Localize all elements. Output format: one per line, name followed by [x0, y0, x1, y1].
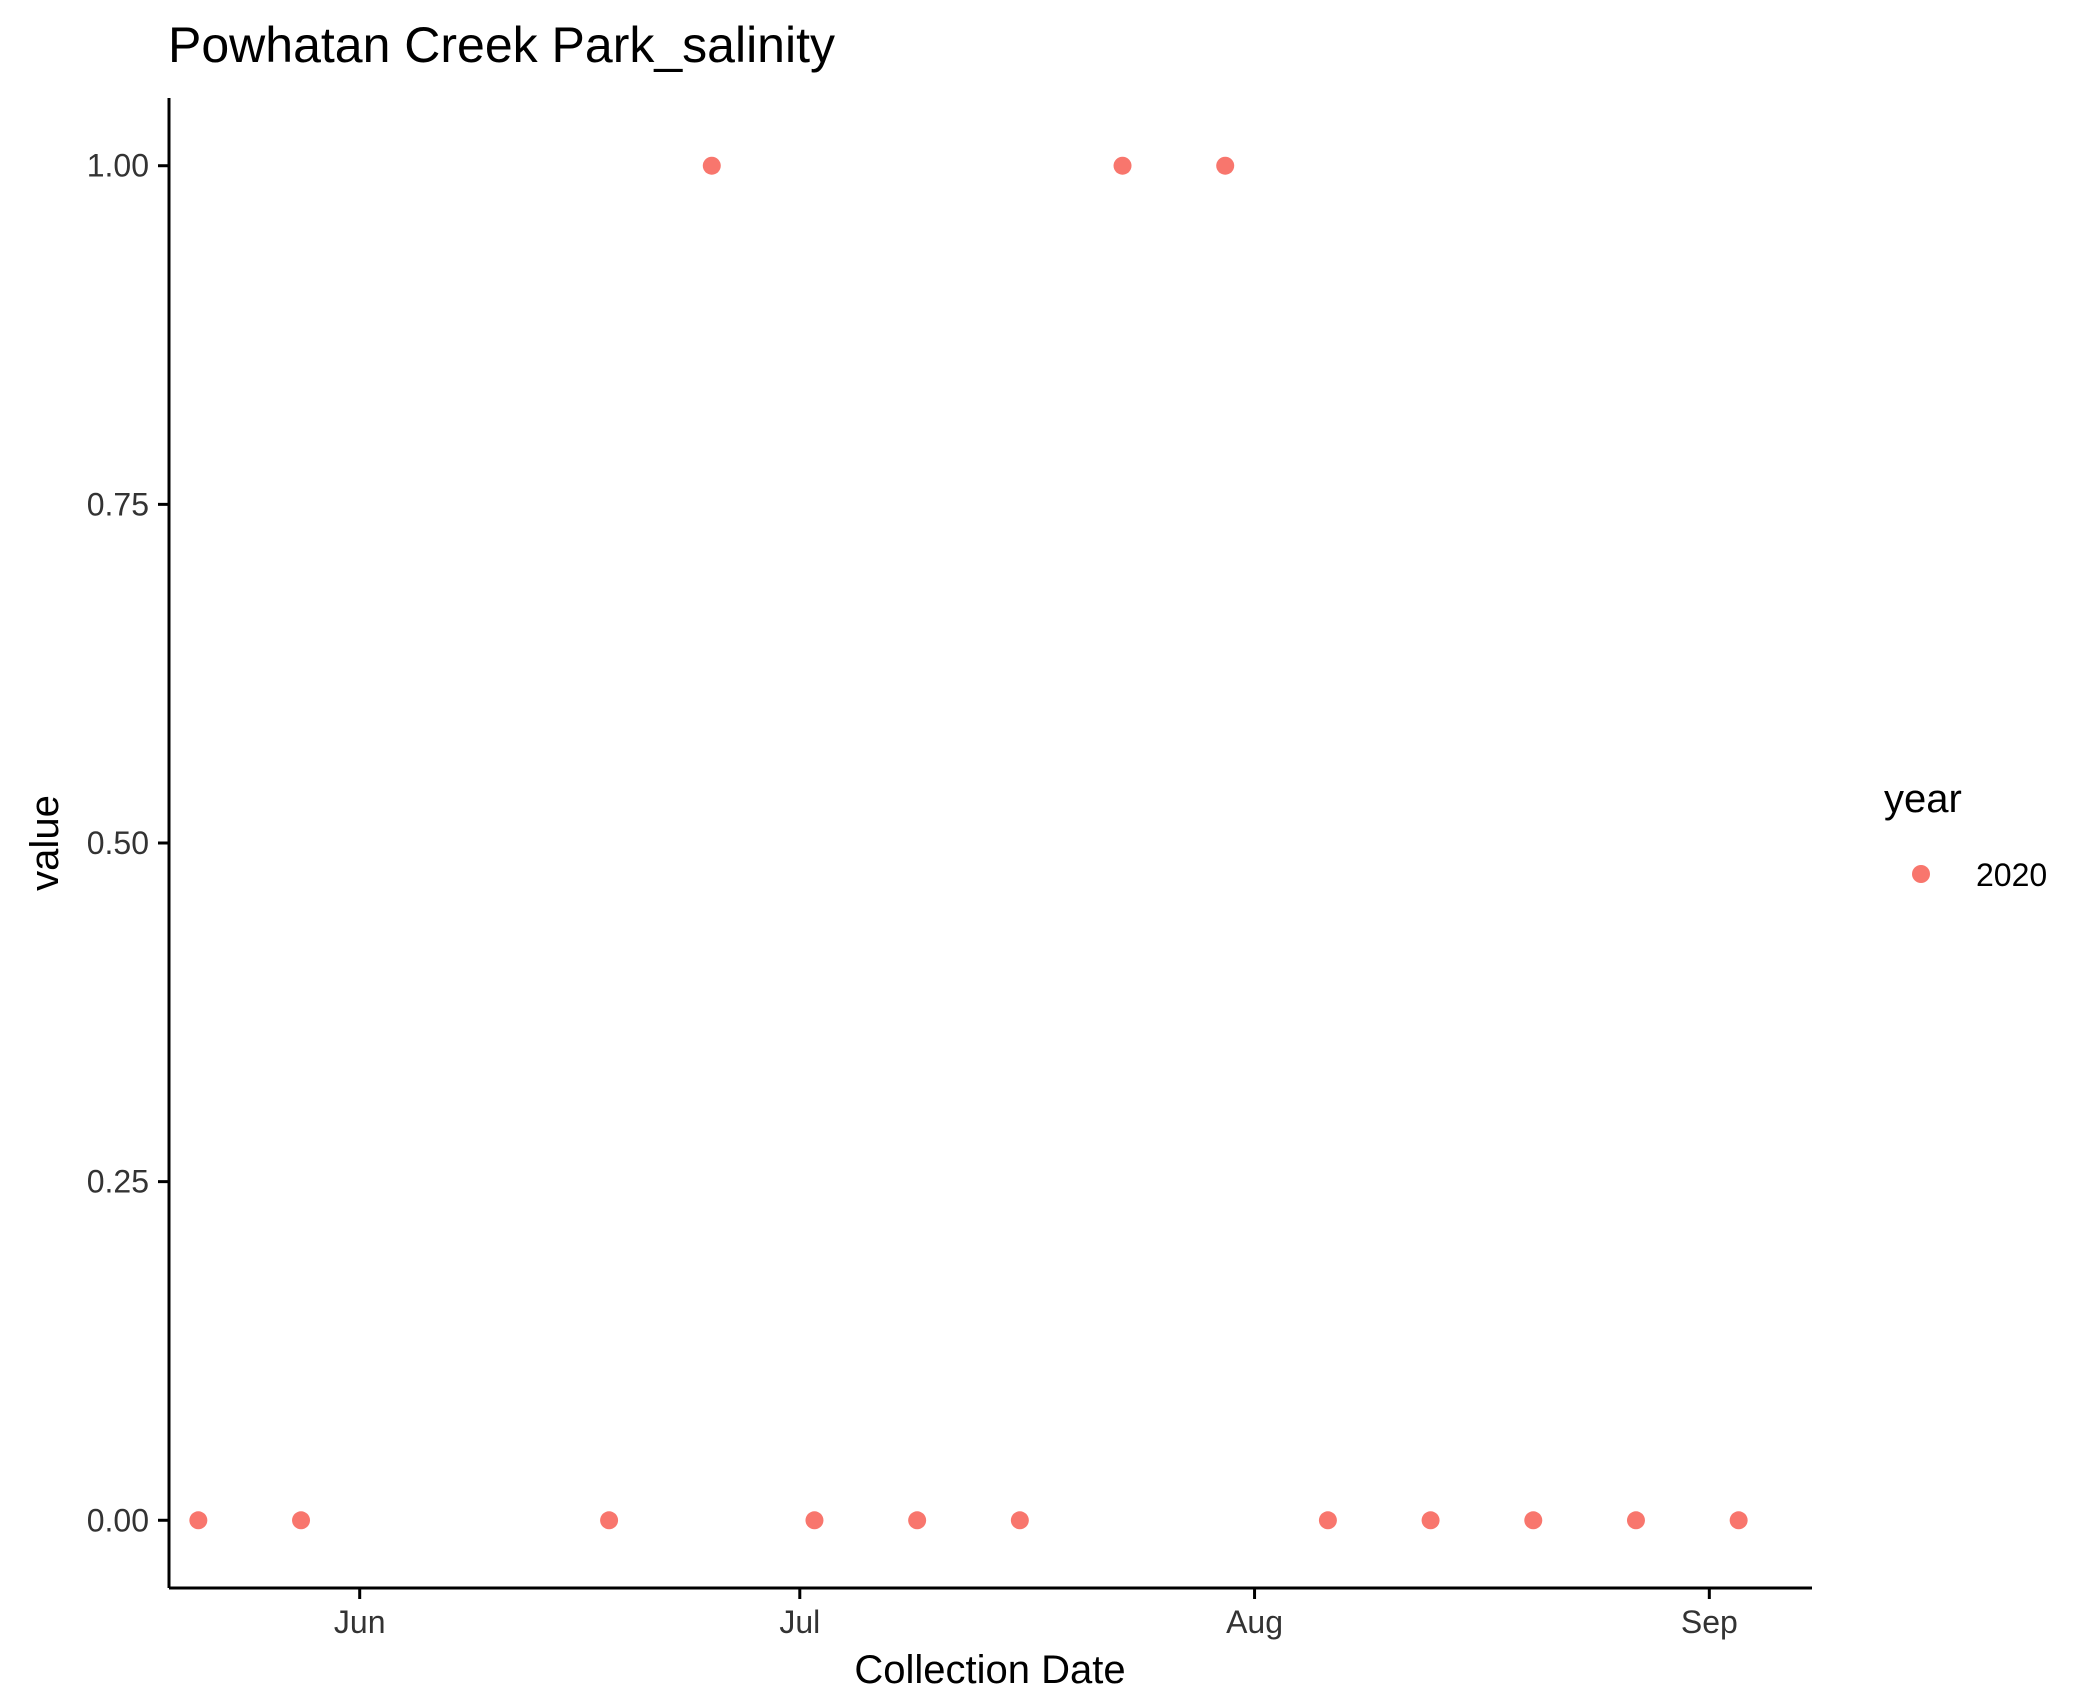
data-points — [189, 156, 1748, 1530]
chart-title: Powhatan Creek Park_salinity — [168, 17, 835, 73]
data-point — [908, 1511, 927, 1530]
legend-key-2020 — [1912, 865, 1930, 883]
data-point — [1318, 1511, 1337, 1530]
x-tick-label: Jul — [779, 1604, 820, 1640]
data-point — [600, 1511, 619, 1530]
x-tick-label: Sep — [1681, 1604, 1738, 1640]
y-tick-label: 0.25 — [87, 1164, 149, 1200]
data-point — [1626, 1511, 1645, 1530]
data-point — [189, 1511, 208, 1530]
data-point — [1113, 156, 1132, 175]
y-tick-label: 0.75 — [87, 486, 149, 522]
x-tick-label: Jun — [334, 1604, 386, 1640]
y-tick-label: 0.00 — [87, 1502, 149, 1538]
y-axis-ticks: 0.00 0.25 0.50 0.75 1.00 — [87, 148, 169, 1538]
x-tick-label: Aug — [1226, 1604, 1283, 1640]
data-point — [1729, 1511, 1748, 1530]
y-axis-title: value — [23, 795, 67, 891]
data-point — [1524, 1511, 1543, 1530]
y-tick-label: 1.00 — [87, 148, 149, 184]
data-point — [1216, 156, 1235, 175]
legend: year 2020 — [1884, 777, 2047, 893]
legend-label-2020: 2020 — [1976, 857, 2047, 893]
data-point — [805, 1511, 824, 1530]
x-axis-title: Collection Date — [854, 1648, 1125, 1692]
legend-title: year — [1884, 777, 1962, 821]
data-point — [292, 1511, 311, 1530]
data-point — [1421, 1511, 1440, 1530]
data-point — [702, 156, 721, 175]
data-point — [1010, 1511, 1029, 1530]
y-tick-label: 0.50 — [87, 825, 149, 861]
x-axis-ticks: Jun Jul Aug Sep — [334, 1588, 1738, 1640]
